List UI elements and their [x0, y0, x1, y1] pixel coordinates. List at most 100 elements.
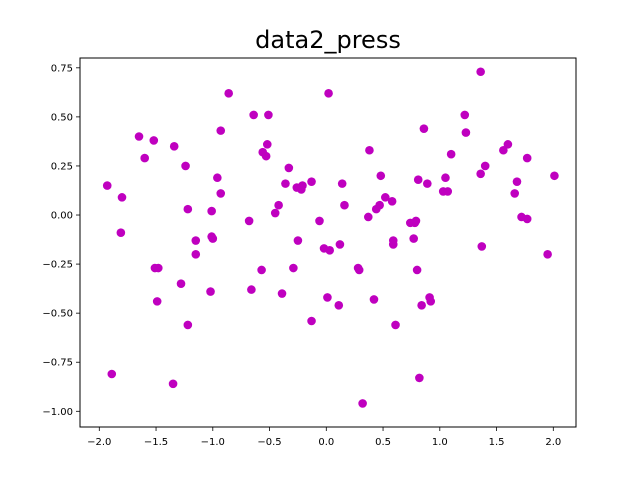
data-point-2: [116, 228, 126, 237]
data-point-96: [522, 153, 532, 163]
data-point-98: [543, 249, 552, 259]
data-point-41: [293, 236, 303, 245]
y-tick-label: −0.50: [42, 309, 73, 320]
data-point-76: [417, 301, 426, 310]
data-point-89: [477, 242, 487, 251]
data-point-59: [365, 145, 374, 155]
data-point-39: [289, 263, 298, 273]
data-point-43: [298, 181, 307, 190]
y-tick-label: −1.00: [42, 407, 73, 418]
data-point-8: [152, 297, 162, 306]
x-tick-label: 1.0: [432, 437, 448, 448]
data-point-6: [149, 136, 159, 145]
data-point-64: [381, 193, 390, 202]
data-point-90: [480, 161, 490, 171]
data-point-27: [247, 285, 256, 294]
data-point-32: [262, 140, 272, 149]
x-tick-label: 2.0: [545, 437, 561, 448]
x-tick-label: −1.0: [201, 437, 225, 448]
data-point-28: [249, 110, 258, 120]
data-point-67: [388, 240, 398, 249]
data-point-21: [208, 234, 218, 243]
data-point-91: [499, 145, 508, 155]
data-point-65: [387, 196, 397, 206]
plot-frame: [79, 57, 577, 428]
data-point-13: [181, 161, 190, 171]
data-point-33: [264, 110, 273, 120]
y-tick-label: 0.25: [51, 161, 73, 172]
data-point-49: [324, 89, 333, 98]
y-tick-label: −0.25: [42, 260, 73, 271]
data-point-93: [510, 189, 520, 198]
data-point-51: [334, 301, 344, 310]
data-point-1: [107, 369, 117, 379]
y-tick-label: 0.00: [51, 211, 73, 222]
data-point-73: [412, 265, 422, 275]
data-point-14: [183, 204, 193, 214]
data-point-85: [460, 110, 470, 120]
data-point-63: [376, 171, 386, 181]
data-point-62: [375, 200, 384, 210]
data-point-46: [315, 216, 324, 226]
data-point-58: [363, 212, 373, 222]
data-point-16: [191, 236, 201, 245]
x-tick-label: 0.0: [318, 437, 334, 448]
data-point-17: [191, 249, 201, 259]
data-point-99: [550, 171, 559, 181]
y-tick-label: −0.75: [42, 358, 73, 369]
data-point-3: [117, 193, 127, 202]
data-point-78: [423, 179, 432, 188]
data-point-88: [476, 169, 485, 179]
data-point-75: [415, 373, 424, 383]
data-point-34: [270, 208, 280, 218]
data-point-37: [281, 179, 290, 188]
data-point-72: [411, 216, 421, 226]
data-point-12: [176, 279, 186, 289]
data-point-45: [307, 316, 316, 326]
data-point-24: [216, 189, 226, 198]
data-point-77: [419, 124, 429, 133]
data-point-83: [443, 187, 453, 196]
data-point-97: [522, 214, 532, 224]
data-point-25: [224, 89, 233, 98]
data-point-10: [168, 379, 178, 389]
data-point-54: [340, 200, 349, 210]
x-tick-label: −2.0: [87, 437, 111, 448]
data-point-70: [409, 234, 418, 243]
data-point-53: [337, 179, 347, 188]
ticks-layer: −2.0 −1.5 −1.0 −0.5 0.0 0.5 1.0 1.5 2.0 −1.00 −0.7…: [42, 63, 561, 448]
data-point-80: [426, 297, 436, 306]
data-point-11: [169, 142, 179, 151]
data-point-94: [512, 177, 522, 186]
data-point-74: [413, 175, 423, 184]
data-point-48: [323, 293, 332, 302]
chart-title: data2_press: [255, 26, 401, 54]
x-tick-label: 1.5: [489, 437, 505, 448]
data-point-18: [206, 287, 215, 296]
data-point-5: [140, 153, 149, 163]
x-tick-label: −1.5: [144, 437, 168, 448]
data-point-82: [441, 173, 450, 183]
points-layer: [102, 67, 559, 408]
data-point-4: [134, 132, 144, 141]
data-point-19: [207, 206, 216, 216]
x-tick-label: 0.5: [375, 437, 391, 448]
x-tick-label: −0.5: [257, 437, 281, 448]
data-point-52: [335, 240, 345, 249]
data-point-60: [369, 295, 379, 304]
y-tick-label: 0.75: [51, 63, 73, 74]
data-point-87: [476, 67, 485, 77]
data-point-36: [277, 289, 287, 298]
data-point-26: [244, 216, 254, 226]
data-point-84: [446, 149, 456, 159]
y-tick-label: 0.50: [51, 112, 73, 123]
data-point-15: [183, 320, 193, 330]
data-point-23: [216, 126, 226, 135]
data-point-57: [358, 399, 367, 408]
data-point-9: [154, 263, 163, 273]
data-point-56: [354, 265, 364, 275]
data-point-29: [257, 265, 266, 275]
data-point-0: [102, 181, 112, 190]
